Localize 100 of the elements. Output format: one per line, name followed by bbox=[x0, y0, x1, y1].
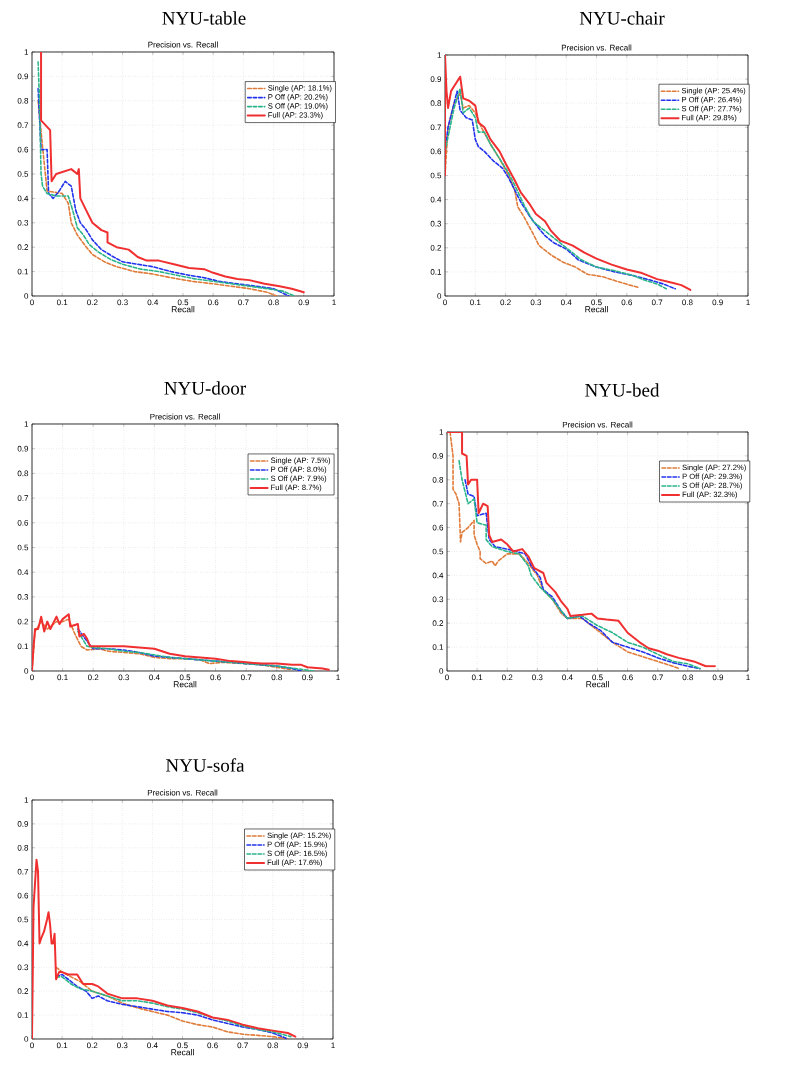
y-tick-label: 0.3 bbox=[430, 220, 442, 227]
y-tick-label: 0.2 bbox=[17, 618, 29, 625]
x-tick-label: 0.2 bbox=[87, 674, 99, 681]
x-tick-label: 0.3 bbox=[117, 1042, 128, 1049]
x-tick-label: 0.3 bbox=[118, 674, 130, 681]
x-tick-label: 0.6 bbox=[210, 674, 221, 681]
x-tick-label: 0.8 bbox=[682, 674, 694, 681]
x-tick-label: 1 bbox=[746, 674, 750, 681]
x-axis-title: Recall bbox=[171, 306, 195, 313]
x-tick-label: 0.1 bbox=[57, 674, 68, 681]
x-tick-label: 0.1 bbox=[56, 299, 68, 306]
x-tick-label: 0.4 bbox=[149, 674, 160, 681]
y-tick-label: 0.6 bbox=[17, 519, 29, 526]
y-tick-label: 0.3 bbox=[17, 219, 29, 226]
y-tick-label: 0.2 bbox=[17, 244, 29, 251]
x-tick-label: 0.9 bbox=[712, 674, 724, 681]
line-series bbox=[32, 858, 297, 1039]
x-tick-label: 0.4 bbox=[560, 299, 572, 306]
y-tick-label: 0.5 bbox=[17, 544, 29, 551]
y-tick-label: 0.5 bbox=[17, 916, 29, 923]
y-tick-label: 1 bbox=[24, 421, 29, 427]
x-tick-label: 0.6 bbox=[621, 299, 633, 306]
x-tick-label: 0.2 bbox=[86, 1042, 98, 1049]
x-tick-label: 0.7 bbox=[651, 299, 663, 306]
y-tick-label: 0.7 bbox=[17, 495, 29, 501]
x-tick-label: 0.8 bbox=[271, 674, 283, 681]
x-tick-label: 0.8 bbox=[682, 299, 693, 306]
x-tick-label: 0.1 bbox=[56, 1042, 68, 1049]
y-tick-label: 0.7 bbox=[430, 124, 442, 131]
y-tick-label: 0.4 bbox=[17, 569, 29, 576]
y-tick-label: 0 bbox=[439, 668, 444, 674]
y-tick-label: 0.3 bbox=[17, 594, 29, 600]
x-tick-label: 1 bbox=[331, 1042, 335, 1049]
chart-title: NYU-bed bbox=[585, 383, 660, 397]
x-tick-label: 0.6 bbox=[622, 674, 633, 681]
x-axis-title: Recall bbox=[585, 306, 608, 313]
y-tick-label: 0.7 bbox=[17, 868, 29, 875]
chart-title: NYU-chair bbox=[579, 11, 665, 25]
y-tick-label: 0.4 bbox=[430, 196, 442, 203]
y-tick-label: 0.5 bbox=[17, 171, 29, 177]
y-tick-label: 0.8 bbox=[17, 470, 29, 477]
y-tick-label: 0.4 bbox=[432, 572, 444, 579]
y-tick-label: 0.9 bbox=[430, 76, 442, 82]
x-tick-label: 0.4 bbox=[147, 1042, 158, 1049]
x-tick-label: 0.5 bbox=[177, 1042, 188, 1049]
y-tick-label: 1 bbox=[437, 52, 442, 58]
y-tick-label: 0.7 bbox=[17, 122, 29, 129]
x-tick-label: 0.2 bbox=[501, 674, 513, 681]
y-tick-label: 0.9 bbox=[17, 73, 29, 80]
y-tick-label: 0.1 bbox=[17, 268, 29, 275]
x-tick-label: 0 bbox=[445, 674, 449, 681]
y-tick-label: 0.6 bbox=[430, 148, 442, 155]
y-tick-label: 0.1 bbox=[17, 643, 29, 650]
x-tick-label: 0.9 bbox=[297, 1042, 309, 1049]
y-tick-label: 0.8 bbox=[17, 97, 29, 104]
x-tick-label: 0.8 bbox=[268, 299, 279, 306]
x-tick-label: 0.7 bbox=[237, 1042, 248, 1049]
x-tick-label: 0.6 bbox=[207, 299, 219, 306]
chart-subtitle: Precision vs. Recall bbox=[150, 413, 220, 420]
y-tick-label: 0.9 bbox=[17, 445, 29, 452]
chart-title: NYU-table bbox=[162, 11, 246, 25]
x-tick-label: 1 bbox=[332, 299, 336, 306]
chart-subtitle: Precision vs. Recall bbox=[561, 44, 632, 51]
y-tick-label: 0.6 bbox=[17, 146, 29, 153]
y-tick-label: 0.2 bbox=[17, 988, 29, 995]
y-tick-label: 0.3 bbox=[432, 596, 444, 603]
y-tick-label: 1 bbox=[24, 797, 29, 803]
x-tick-label: 0.9 bbox=[302, 674, 313, 681]
x-tick-label: 0.3 bbox=[117, 299, 128, 306]
x-tick-label: 0 bbox=[30, 299, 34, 306]
x-tick-label: 0.5 bbox=[592, 674, 603, 681]
y-tick-label: 0.4 bbox=[17, 195, 29, 202]
x-tick-label: 0.7 bbox=[652, 674, 663, 681]
y-tick-label: 0.6 bbox=[432, 524, 444, 531]
x-tick-label: 0.3 bbox=[530, 299, 542, 306]
y-tick-label: 0.3 bbox=[17, 964, 29, 971]
y-tick-label: 0.9 bbox=[432, 453, 444, 459]
x-tick-label: 1 bbox=[336, 674, 340, 681]
x-tick-label: 1 bbox=[746, 299, 750, 306]
y-tick-label: 0.1 bbox=[430, 269, 442, 275]
x-axis-title: Recall bbox=[173, 681, 197, 688]
x-tick-label: 0.5 bbox=[177, 299, 189, 306]
x-axis-title: Recall bbox=[586, 681, 609, 688]
x-tick-label: 0.5 bbox=[591, 299, 602, 306]
x-tick-label: 0 bbox=[30, 674, 34, 681]
y-tick-label: 0.4 bbox=[17, 940, 29, 947]
chart-title: NYU-sofa bbox=[165, 758, 245, 772]
y-tick-label: 0.5 bbox=[432, 548, 444, 555]
y-tick-label: 0.1 bbox=[17, 1012, 29, 1018]
y-tick-label: 0 bbox=[24, 293, 29, 299]
y-tick-label: 1 bbox=[439, 429, 444, 435]
y-tick-label: 0.2 bbox=[430, 244, 442, 251]
y-tick-label: 0.7 bbox=[432, 500, 444, 507]
y-tick-label: 1 bbox=[24, 49, 29, 55]
x-tick-label: 0.6 bbox=[207, 1042, 218, 1049]
y-tick-label: 0 bbox=[437, 293, 442, 299]
y-tick-label: 0.6 bbox=[17, 892, 29, 899]
y-tick-label: 0 bbox=[24, 1036, 29, 1042]
y-tick-label: 0.5 bbox=[430, 172, 442, 179]
y-tick-label: 0.8 bbox=[17, 844, 29, 851]
